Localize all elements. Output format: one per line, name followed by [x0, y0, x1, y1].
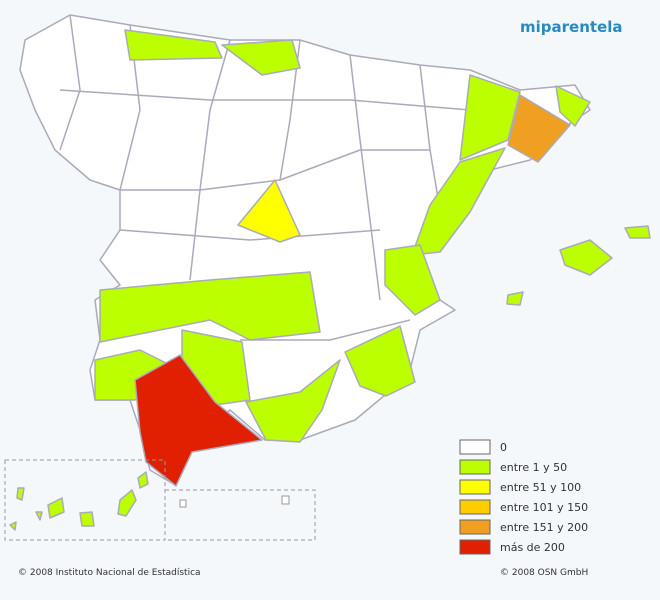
footer-left: © 2008 Instituto Nacional de Estadística [18, 568, 201, 578]
legend: 0 entre 1 y 50 entre 51 y 100 entre 101 y 1… [459, 439, 588, 555]
legend-label: entre 1 y 50 [500, 461, 567, 474]
canary-islands [4, 459, 316, 541]
legend-swatch [459, 439, 491, 455]
legend-label: 0 [500, 441, 507, 454]
legend-swatch [459, 539, 491, 555]
legend-label: entre 151 y 200 [500, 521, 588, 534]
footer-right: © 2008 OSN GmbH [500, 568, 588, 578]
legend-label: más de 200 [500, 541, 565, 554]
legend-swatch [459, 499, 491, 515]
logo: miparentela [520, 18, 623, 36]
legend-label: entre 51 y 100 [500, 481, 581, 494]
legend-swatch [459, 479, 491, 495]
legend-swatch [459, 519, 491, 535]
legend-swatch [459, 459, 491, 475]
peninsula [19, 14, 651, 487]
legend-label: entre 101 y 150 [500, 501, 588, 514]
